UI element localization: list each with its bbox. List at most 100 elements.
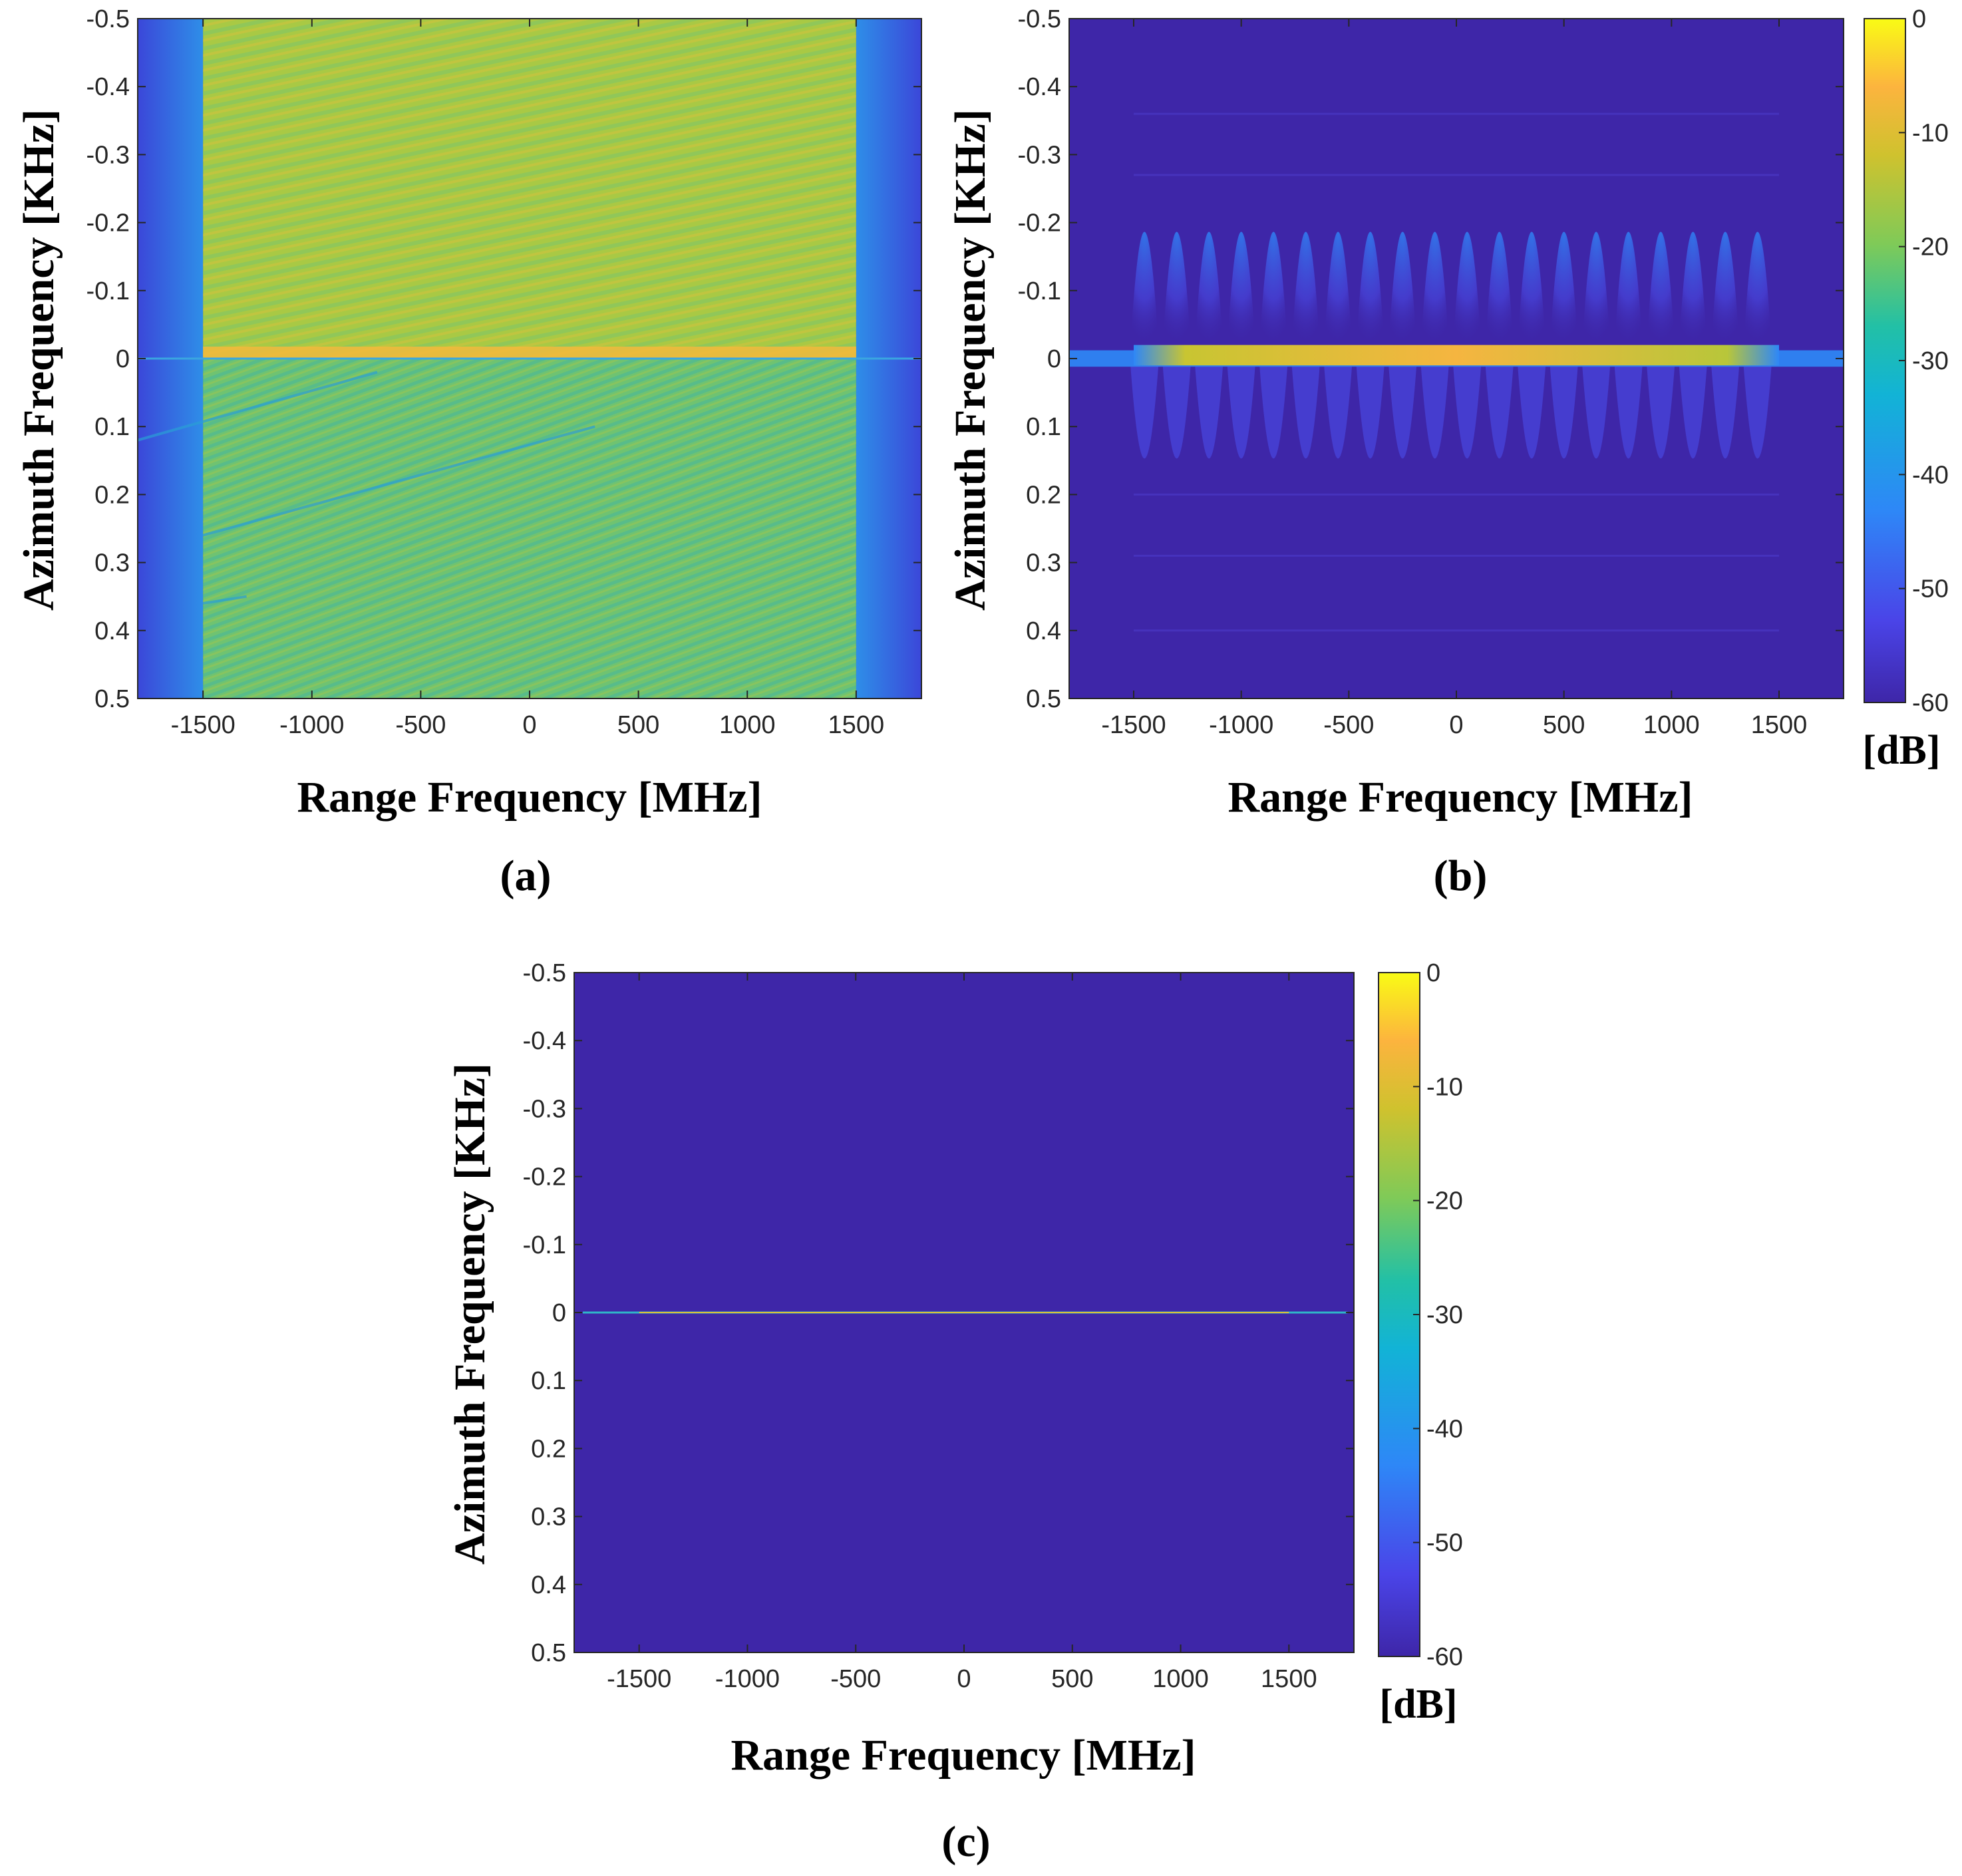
sidelobe-lower (1389, 365, 1417, 459)
sidelobe-lower (1550, 365, 1578, 459)
sidelobe-lower (1582, 365, 1611, 459)
y-tick-label: -0.4 (86, 73, 130, 101)
x-axis-title-b: Range Frequency [MHz] (1228, 773, 1693, 822)
y-tick-label: 0.2 (531, 1435, 566, 1463)
sidelobe-lower (1356, 365, 1385, 459)
colorbar-ticks-b: 0 -10 -20 -30 -40 -50 -60 (1899, 5, 1949, 717)
sidelobe-upper (1711, 232, 1740, 345)
x-tick-label: -1000 (1209, 711, 1273, 739)
x-tick-label: 1500 (1261, 1665, 1317, 1693)
colorbar-tick-label: -10 (1426, 1073, 1463, 1101)
sidelobe-upper (1614, 232, 1643, 345)
colorbar-tick-label: -60 (1912, 689, 1949, 717)
y-tick-label: 0.2 (94, 481, 130, 509)
sidelobe-lower (1485, 365, 1514, 459)
sidelobe-lower (1162, 365, 1191, 459)
sidelobe-upper (1420, 232, 1449, 345)
y-tick-label: -0.1 (86, 277, 130, 305)
ripple-texture-upper (203, 19, 856, 359)
x-tick-label: -1500 (607, 1665, 671, 1693)
sidelobe-upper (1227, 232, 1255, 345)
panel-c: -0.5 -0.4 -0.3 -0.2 -0.1 0 0.1 0.2 0.3 0.4 0.5 -15… (446, 959, 1463, 1866)
sidelobe-upper (1389, 232, 1417, 345)
colorbar-tick-label: -20 (1912, 234, 1949, 261)
colorbar-tick-label: 0 (1426, 959, 1440, 987)
sidelobe-lower (1324, 365, 1353, 459)
colorbar-ticks-c: 0 -10 -20 -30 -40 -50 -60 (1413, 959, 1463, 1671)
sidelobe-lower (1647, 365, 1675, 459)
sidelobe-upper (1453, 232, 1482, 345)
sidelobe-lower (1743, 365, 1772, 459)
sidelobe-upper (1485, 232, 1514, 345)
panel-label-b: (b) (1434, 852, 1488, 900)
x-axis-title-a: Range Frequency [MHz] (297, 773, 762, 822)
ripple-texture-lower (203, 359, 856, 699)
sidelobe-upper (1259, 232, 1288, 345)
y-tick-label: -0.3 (523, 1095, 566, 1123)
sidelobe-upper (1582, 232, 1611, 345)
sidelobe-upper (1647, 232, 1675, 345)
sidelobe-upper (1162, 232, 1191, 345)
y-tick-label: -0.2 (523, 1164, 566, 1191)
x-tick-label: -1500 (1101, 711, 1166, 739)
y-tick-label: 0.1 (531, 1367, 566, 1395)
sidelobe-upper (1356, 232, 1385, 345)
y-tick-label: -0.1 (523, 1231, 566, 1259)
x-tick-label: 1000 (719, 711, 776, 739)
y-tick-label: 0.3 (94, 549, 130, 577)
x-tick-label: 1500 (1751, 711, 1808, 739)
colorbar-tick-label: -30 (1426, 1301, 1463, 1329)
x-tick-label: 500 (1051, 1665, 1093, 1693)
colorbar-tick-label: -40 (1912, 461, 1949, 489)
y-tick-label: 0.4 (1026, 617, 1061, 645)
y-tick-label: 0.1 (1026, 413, 1061, 441)
sidelobe-lower (1453, 365, 1482, 459)
sidelobe-upper (1679, 232, 1707, 345)
y-axis-title-c: Azimuth Frequency [KHz] (446, 1063, 494, 1565)
migration-streak (202, 595, 247, 605)
colorbar-tick-label: -40 (1426, 1415, 1463, 1443)
sidelobe-lower (1130, 365, 1159, 459)
colorbar-unit-c: [dB] (1379, 1682, 1457, 1727)
x-ticks-a: -1500 -1000 -500 0 500 1000 1500 (171, 19, 884, 739)
y-tick-label: 0.1 (94, 413, 130, 441)
sidelobe-lower (1679, 365, 1707, 459)
heatmap-b (1069, 19, 1844, 699)
y-tick-label: -0.4 (1018, 73, 1061, 101)
x-tick-label: 0 (1449, 711, 1463, 739)
y-axis-title-a: Azimuth Frequency [KHz] (15, 109, 63, 611)
y-axis-title-b: Azimuth Frequency [KHz] (946, 109, 995, 611)
colorbar-tick-label: 0 (1912, 5, 1926, 33)
x-tick-label: -500 (395, 711, 446, 739)
sidelobe-lower (1711, 365, 1740, 459)
colorbar-tick-label: -30 (1912, 347, 1949, 375)
y-tick-label: -0.2 (1018, 210, 1061, 237)
panel-b: -0.5 -0.4 -0.3 -0.2 -0.1 0 0.1 0.2 0.3 0.4 0.5 -15… (946, 5, 1949, 900)
colorbar-tick-label: -50 (1426, 1529, 1463, 1557)
y-ticks-a: -0.5 -0.4 -0.3 -0.2 -0.1 0 0.1 0.2 0.3 0.4 0.5 (86, 5, 921, 713)
y-tick-label: 0.5 (1026, 685, 1061, 713)
heatmap-a (137, 19, 921, 699)
migration-streak (137, 371, 378, 442)
y-tick-label: -0.5 (86, 5, 130, 33)
sidelobe-upper (1743, 232, 1772, 345)
y-tick-label: 0.4 (531, 1571, 566, 1599)
panel-label-c: (c) (941, 1817, 990, 1866)
colorbar-tick-label: -60 (1426, 1643, 1463, 1671)
sidelobe-lower (1518, 365, 1546, 459)
sidelobe-lower (1614, 365, 1643, 459)
x-tick-label: 1000 (1643, 711, 1700, 739)
sidelobe-upper (1324, 232, 1353, 345)
y-tick-label: 0 (552, 1299, 566, 1327)
x-tick-label: 500 (617, 711, 659, 739)
y-ticks-c: -0.5 -0.4 -0.3 -0.2 -0.1 0 0.1 0.2 0.3 0.4 0.5 (523, 959, 1354, 1667)
y-tick-label: 0 (116, 345, 130, 373)
sidelobe-lower (1420, 365, 1449, 459)
sidelobe-lower (1195, 365, 1224, 459)
x-ticks-b: -1500 -1000 -500 0 500 1000 1500 (1101, 19, 1807, 739)
x-axis-title-c: Range Frequency [MHz] (731, 1731, 1196, 1780)
y-tick-label: 0.3 (1026, 549, 1061, 577)
x-tick-label: 500 (1543, 711, 1585, 739)
y-tick-label: 0.2 (1026, 481, 1061, 509)
